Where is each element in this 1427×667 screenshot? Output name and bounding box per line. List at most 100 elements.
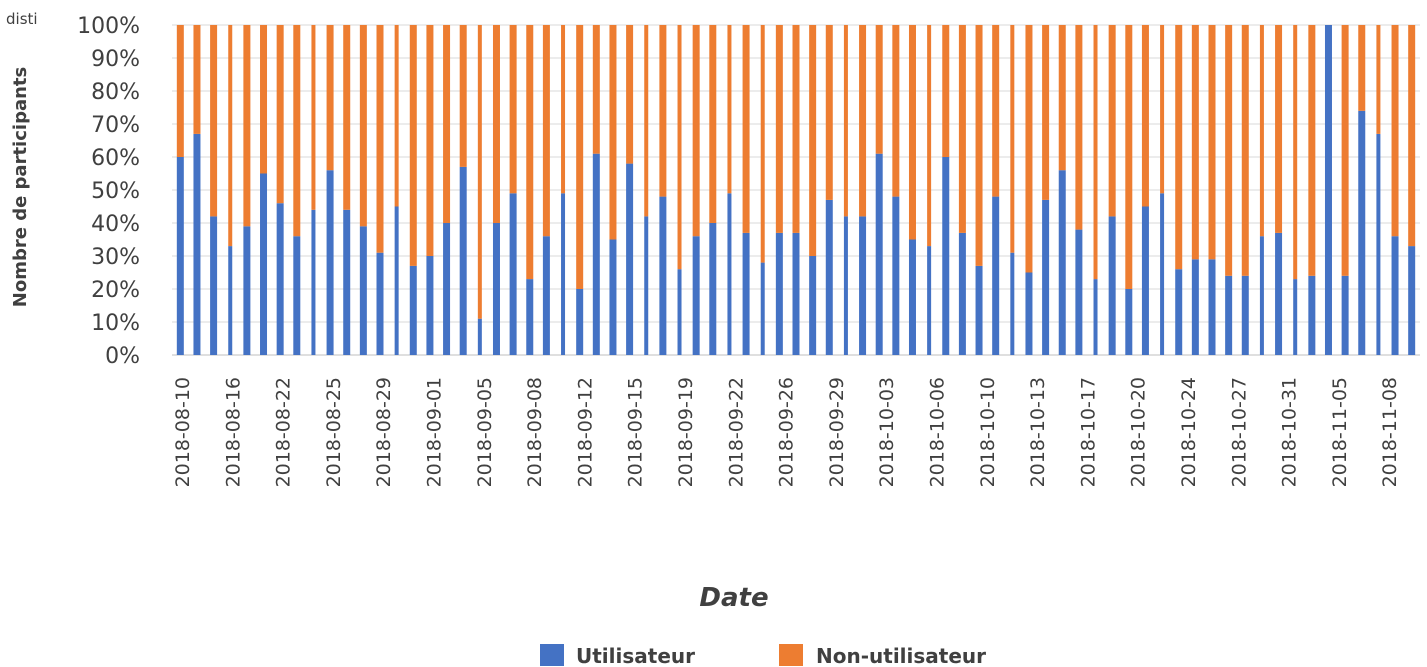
bar-utilisateur <box>326 170 334 355</box>
legend-swatch-non-utilisateur <box>779 644 803 666</box>
bar-non-utilisateur <box>276 25 284 204</box>
bar-utilisateur <box>1108 216 1116 355</box>
x-tick-label: 2018-08-10 <box>172 377 194 487</box>
bar-utilisateur <box>176 157 184 355</box>
bar-utilisateur <box>376 252 384 355</box>
x-tick-label: 2018-09-01 <box>424 377 446 487</box>
x-tick-label: 2018-10-27 <box>1228 377 1250 487</box>
bar-utilisateur <box>1293 279 1298 355</box>
bar-utilisateur <box>426 256 434 355</box>
x-tick-labels: 2018-08-10 2018-08-16 2018-08-22 2018-08-25… <box>172 377 1401 487</box>
x-tick-label: 2018-08-25 <box>323 377 345 487</box>
bar-non-utilisateur <box>359 25 367 227</box>
y-tick-label: 70% <box>91 113 140 138</box>
bar-non-utilisateur <box>843 25 848 217</box>
x-tick-label: 2018-10-20 <box>1128 377 1150 487</box>
bar-non-utilisateur <box>908 25 916 240</box>
bar-utilisateur <box>193 133 201 355</box>
bar-non-utilisateur <box>1125 25 1133 289</box>
x-tick-label: 2018-09-05 <box>474 377 496 487</box>
y-tick-label: 30% <box>91 245 140 270</box>
bar-non-utilisateur <box>576 25 584 289</box>
bar-utilisateur <box>975 265 983 355</box>
bar-non-utilisateur <box>709 25 717 223</box>
bar-utilisateur <box>659 196 667 355</box>
x-tick-label: 2018-09-08 <box>524 377 546 487</box>
bar-non-utilisateur <box>859 25 867 217</box>
y-tick-label: 100% <box>77 14 140 39</box>
bar-utilisateur <box>644 216 649 355</box>
bar-non-utilisateur <box>609 25 617 240</box>
bar-non-utilisateur <box>1341 25 1349 276</box>
y-tick-label: 80% <box>91 80 140 105</box>
x-tick-label: 2018-08-16 <box>222 377 244 487</box>
bar-utilisateur <box>576 289 584 355</box>
bar-utilisateur <box>443 223 451 355</box>
bar-non-utilisateur <box>927 25 932 247</box>
bar-utilisateur <box>927 246 932 355</box>
x-tick-label: 2018-09-12 <box>574 377 596 487</box>
bar-utilisateur <box>1058 170 1066 355</box>
bar-non-utilisateur <box>809 25 817 256</box>
bar-non-utilisateur <box>409 25 417 266</box>
x-tick-label: 2018-09-19 <box>675 377 697 487</box>
y-tick-label: 20% <box>91 278 140 303</box>
bar-utilisateur <box>1358 110 1366 355</box>
y-tick-labels: 0% 10% 20% 30% 40% 50% 60% 70% 80% 90% 100% <box>77 14 140 369</box>
bar-utilisateur <box>1241 275 1249 355</box>
bar-non-utilisateur <box>526 25 534 280</box>
bar-utilisateur <box>958 232 966 355</box>
x-tick-label: 2018-09-15 <box>625 377 647 487</box>
bar-utilisateur <box>1160 193 1165 355</box>
bar-utilisateur <box>760 262 765 355</box>
bar-non-utilisateur <box>1093 25 1098 280</box>
bar-utilisateur <box>775 232 783 355</box>
bar-utilisateur <box>592 153 600 355</box>
bar-utilisateur <box>1075 229 1083 355</box>
bar-utilisateur <box>1208 259 1216 355</box>
bar-non-utilisateur <box>677 25 682 270</box>
bar-non-utilisateur <box>792 25 800 233</box>
bar-utilisateur <box>692 236 700 355</box>
bar-non-utilisateur <box>260 25 268 174</box>
bar-non-utilisateur <box>992 25 1000 197</box>
bar-non-utilisateur <box>760 25 765 263</box>
x-tick-label: 2018-11-08 <box>1379 377 1401 487</box>
bar-utilisateur <box>260 173 268 355</box>
bar-utilisateur <box>859 216 867 355</box>
bar-non-utilisateur <box>1191 25 1199 260</box>
bar-utilisateur <box>727 193 732 355</box>
bar-utilisateur <box>542 236 550 355</box>
y-axis-title: Nombre de participants <box>10 67 31 307</box>
legend: Utilisateur Non-utilisateur <box>540 644 986 667</box>
x-tick-label: 2018-10-03 <box>876 377 898 487</box>
bar-utilisateur <box>228 246 233 355</box>
bar-non-utilisateur <box>644 25 649 217</box>
bar-utilisateur <box>311 209 316 355</box>
bar-utilisateur <box>409 265 417 355</box>
bar-non-utilisateur <box>326 25 334 171</box>
bar-utilisateur <box>1341 275 1349 355</box>
bar-utilisateur <box>343 209 351 355</box>
bar-utilisateur <box>892 196 900 355</box>
bar-non-utilisateur <box>311 25 316 210</box>
bar-non-utilisateur <box>426 25 434 256</box>
bar-utilisateur <box>1042 199 1050 355</box>
bar-utilisateur <box>1175 269 1183 355</box>
bar-utilisateur <box>1391 236 1399 355</box>
x-tick-label: 2018-10-13 <box>1027 377 1049 487</box>
bar-non-utilisateur <box>376 25 384 253</box>
bar-utilisateur <box>626 163 634 355</box>
x-tick-label: 2018-10-17 <box>1077 377 1099 487</box>
bar-non-utilisateur <box>210 25 218 217</box>
bar-utilisateur <box>526 279 534 355</box>
bar-non-utilisateur <box>176 25 184 157</box>
bar-non-utilisateur <box>1376 25 1381 134</box>
bar-utilisateur <box>561 193 566 355</box>
bar-utilisateur <box>875 153 883 355</box>
bar-utilisateur <box>1010 252 1015 355</box>
bar-utilisateur <box>509 193 517 355</box>
y-tick-label: 50% <box>91 179 140 204</box>
bar-utilisateur <box>809 256 817 355</box>
